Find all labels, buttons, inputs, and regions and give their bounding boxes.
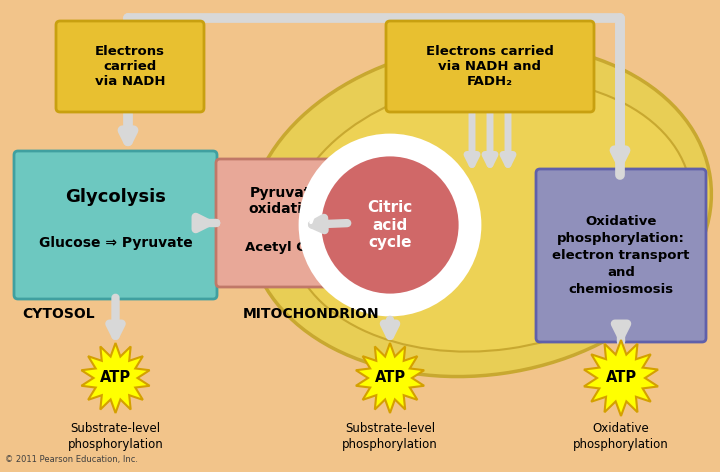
Ellipse shape — [300, 135, 480, 315]
Text: MITOCHONDRION: MITOCHONDRION — [243, 307, 379, 321]
Polygon shape — [584, 340, 658, 416]
Text: © 2011 Pearson Education, Inc.: © 2011 Pearson Education, Inc. — [5, 455, 138, 464]
FancyBboxPatch shape — [216, 159, 354, 287]
Text: Pyruvate
oxidation: Pyruvate oxidation — [248, 186, 322, 216]
Text: Acetyl CoA: Acetyl CoA — [245, 242, 325, 254]
Text: Electrons
carried
via NADH: Electrons carried via NADH — [95, 45, 166, 88]
Polygon shape — [81, 343, 150, 413]
FancyBboxPatch shape — [14, 151, 217, 299]
Ellipse shape — [248, 43, 711, 377]
Text: Oxidative
phosphorylation:
electron transport
and
chemiosmosis: Oxidative phosphorylation: electron tran… — [552, 215, 690, 296]
Text: ATP: ATP — [100, 371, 131, 386]
FancyBboxPatch shape — [386, 21, 594, 112]
Ellipse shape — [289, 78, 691, 352]
Text: CYTOSOL: CYTOSOL — [22, 307, 94, 321]
Text: Glucose ⇒ Pyruvate: Glucose ⇒ Pyruvate — [39, 236, 192, 250]
Text: Electrons carried
via NADH and
FADH₂: Electrons carried via NADH and FADH₂ — [426, 45, 554, 88]
FancyBboxPatch shape — [536, 169, 706, 342]
Text: Oxidative
phosphorylation: Oxidative phosphorylation — [573, 422, 669, 451]
Text: ATP: ATP — [374, 371, 405, 386]
Text: Substrate-level
phosphorylation: Substrate-level phosphorylation — [68, 422, 163, 451]
Text: ATP: ATP — [606, 371, 636, 386]
FancyBboxPatch shape — [56, 21, 204, 112]
Polygon shape — [356, 343, 424, 413]
Text: Substrate-level
phosphorylation: Substrate-level phosphorylation — [342, 422, 438, 451]
Text: Citric
acid
cycle: Citric acid cycle — [367, 200, 413, 250]
Ellipse shape — [320, 155, 460, 295]
Text: Glycolysis: Glycolysis — [65, 188, 166, 206]
